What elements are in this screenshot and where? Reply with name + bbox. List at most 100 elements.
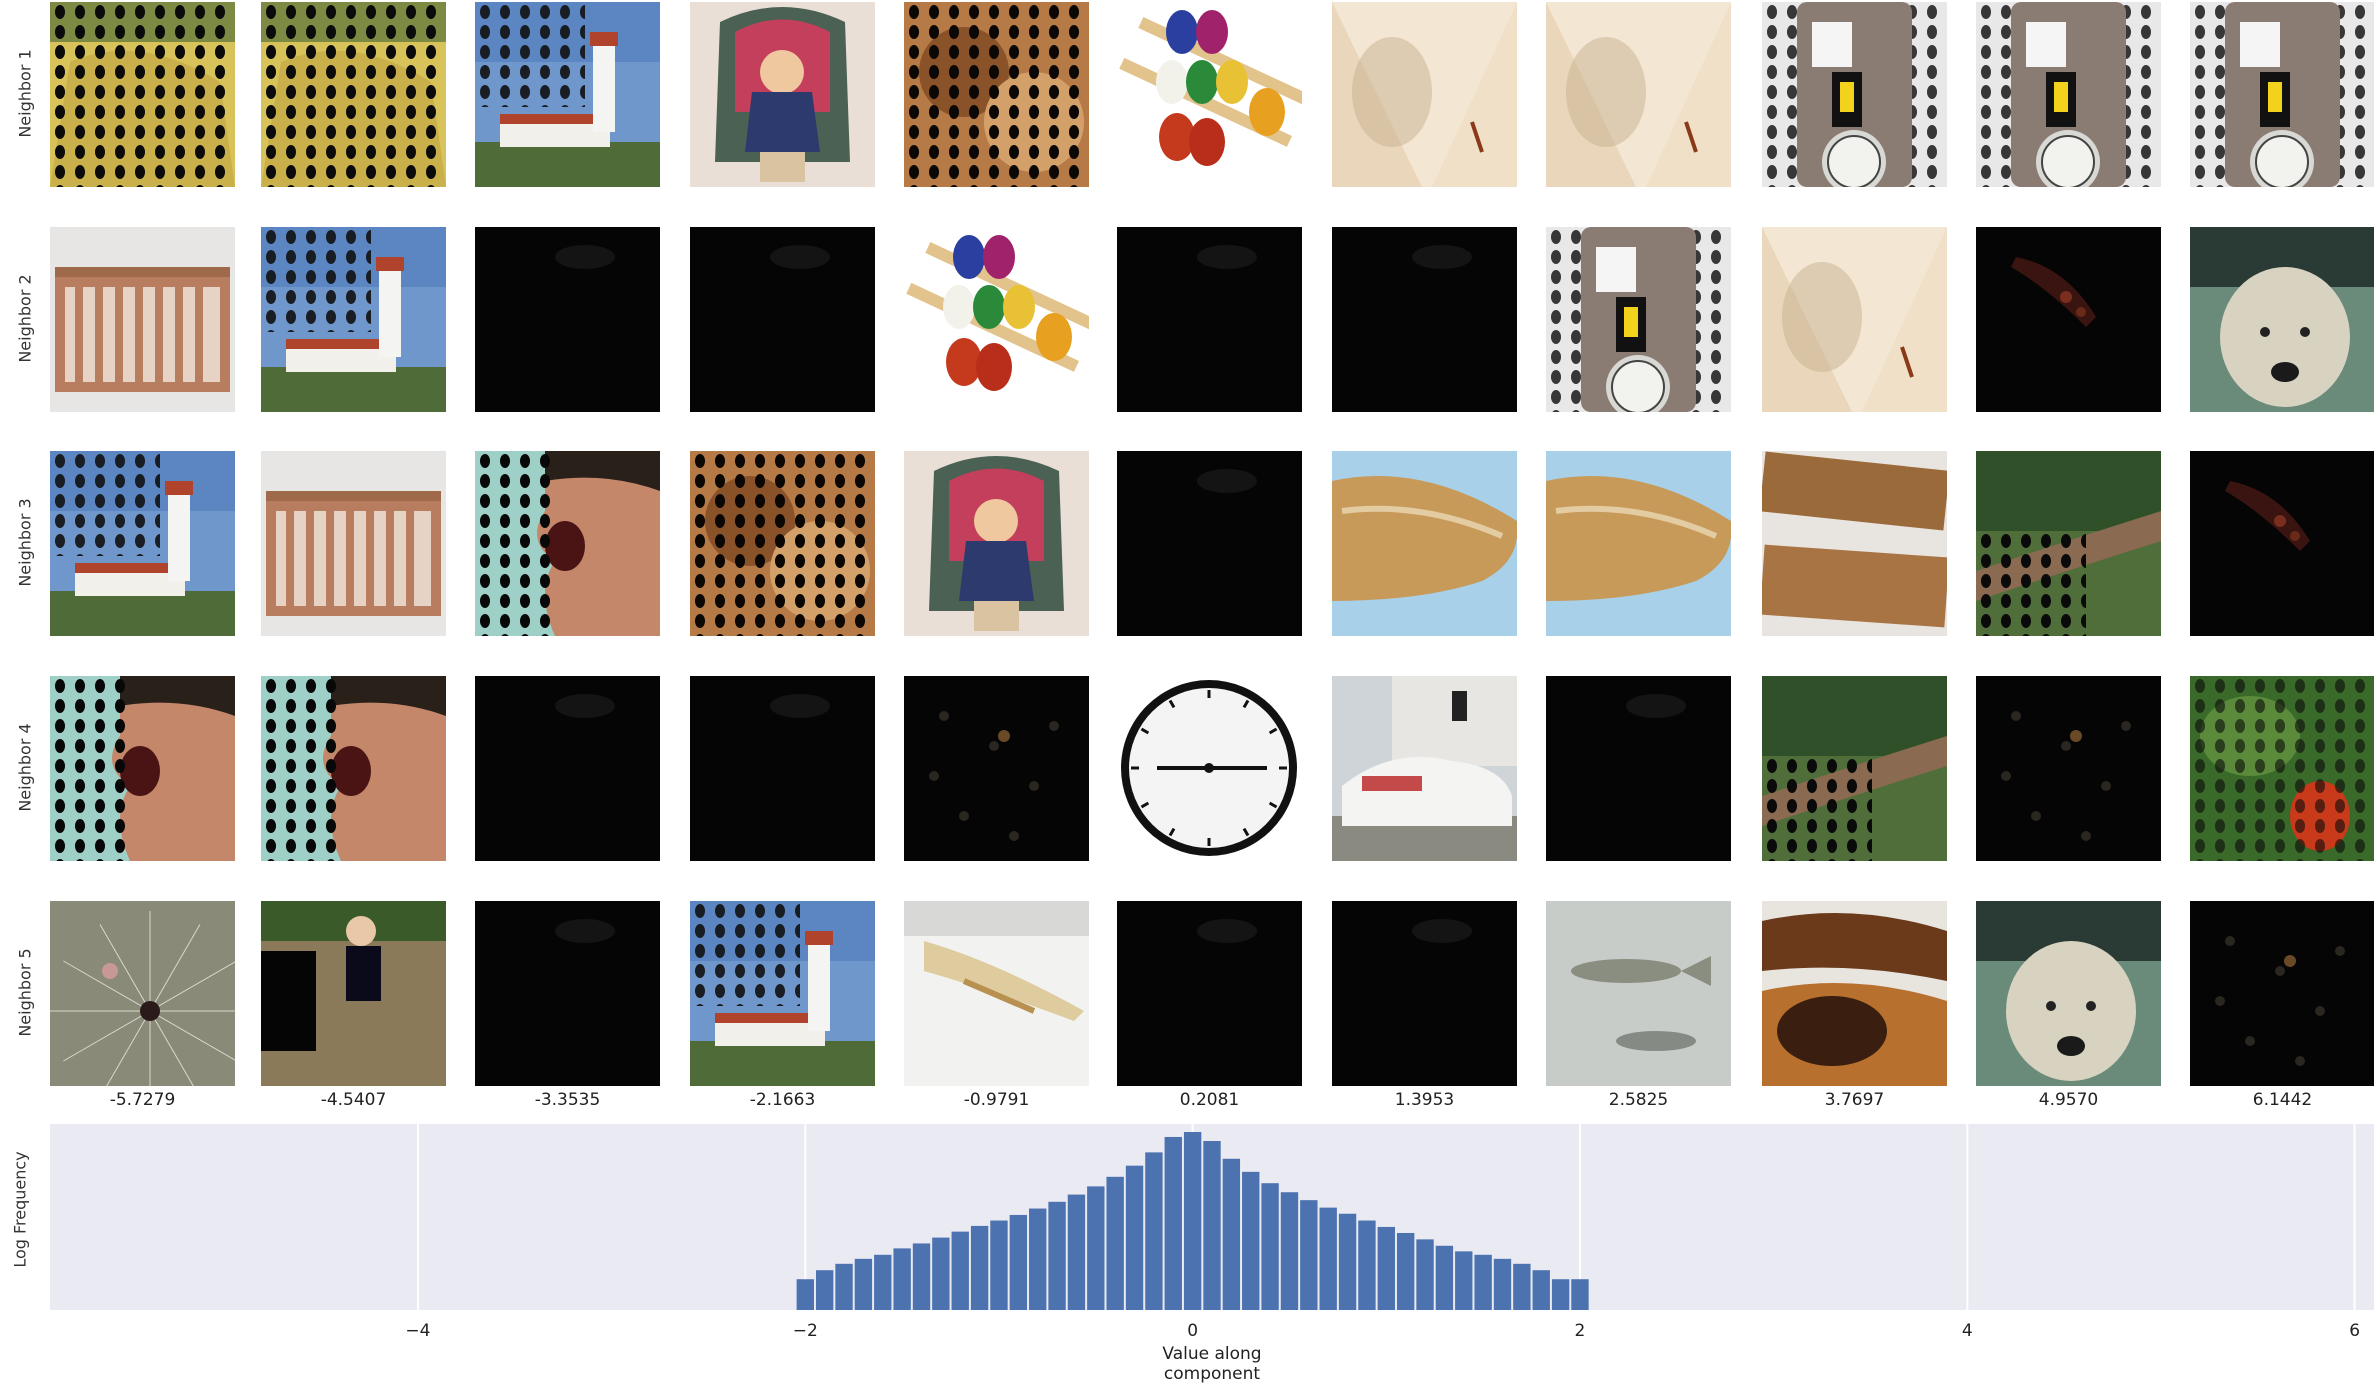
column-value-label: -0.9791 <box>963 1090 1030 1110</box>
histogram-bar <box>1358 1220 1376 1310</box>
histogram-bar <box>1029 1208 1047 1310</box>
thumbnail-light-sheer-fabric <box>1546 2 1731 187</box>
histogram-bar <box>1551 1279 1570 1310</box>
thumbnail-abacus-toy <box>904 227 1089 412</box>
histogram-bar <box>1048 1201 1066 1310</box>
histogram-bar <box>1338 1213 1357 1310</box>
thumbnail-strawberry-plant <box>2190 676 2374 861</box>
thumbnail-open-mouth-face <box>50 676 235 861</box>
thumbnail-open-mouth-face <box>475 451 660 636</box>
histogram-bar <box>912 1243 931 1310</box>
histogram-bar <box>1106 1176 1124 1310</box>
histogram-bar <box>1513 1263 1531 1310</box>
x-tick-label: −2 <box>793 1321 818 1341</box>
thumbnail-dark-image-speckles <box>2190 901 2374 1086</box>
thumbnail-dark-image <box>1332 901 1517 1086</box>
x-tick-label: 0 <box>1187 1321 1198 1341</box>
histogram-bar <box>932 1237 950 1310</box>
histogram-bar <box>1396 1232 1415 1310</box>
histogram-bar <box>1125 1165 1144 1310</box>
histogram-bar <box>835 1263 853 1310</box>
thumbnail-chocolate-tart <box>1762 901 1947 1086</box>
histogram-bar <box>1242 1171 1260 1310</box>
histogram-bar <box>1183 1132 1202 1310</box>
histogram-bar <box>815 1270 834 1310</box>
thumbnail-wooden-crib <box>261 451 446 636</box>
histogram-bar <box>1319 1207 1337 1310</box>
thumbnail-dark-image <box>475 676 660 861</box>
histogram-bar <box>1087 1186 1105 1310</box>
x-tick-label: 4 <box>1962 1321 1973 1341</box>
thumbnail-lighthouse <box>690 901 875 1086</box>
histogram-bar <box>796 1279 814 1310</box>
x-tick-label: 2 <box>1575 1321 1586 1341</box>
thumbnail-parking-meter <box>1762 2 1947 187</box>
column-value-label: 0.2081 <box>1179 1090 1240 1110</box>
histogram-bar <box>990 1220 1008 1310</box>
thumbnail-dark-red-fragments <box>1976 227 2161 412</box>
thumbnail-abacus-toy <box>1117 2 1302 187</box>
thumbnail-open-mouth-face <box>261 676 446 861</box>
x-tick-label: −4 <box>405 1321 430 1341</box>
histogram-bar <box>1261 1183 1279 1310</box>
x-axis-label: Value along component <box>1162 1344 1262 1384</box>
histogram-bar <box>951 1231 969 1310</box>
column-value-label: -2.1663 <box>749 1090 816 1110</box>
row-label-neighbor-1: Neighbor 1 <box>15 49 35 138</box>
row-label-neighbor-4: Neighbor 4 <box>15 723 35 812</box>
thumbnail-dark-image <box>475 227 660 412</box>
histogram-panel: Log Frequency −4 −2 0 2 4 6 Value along compo… <box>0 1100 2374 1384</box>
column-value-label: 1.3953 <box>1394 1090 1455 1110</box>
histogram-bar <box>1455 1251 1473 1310</box>
histogram-bar <box>1416 1239 1434 1310</box>
thumbnail-parking-meter <box>1976 2 2161 187</box>
row-label-neighbor-5: Neighbor 5 <box>15 948 35 1037</box>
histogram-bar <box>1532 1270 1550 1310</box>
column-value-label: 2.5825 <box>1608 1090 1669 1110</box>
histogram-bar <box>1377 1226 1395 1310</box>
x-tick-label: 6 <box>2349 1321 2360 1341</box>
column-value-label: 3.7697 <box>1824 1090 1885 1110</box>
thumbnail-shaggy-dog <box>2190 227 2374 412</box>
thumbnail-toddler-on-floor <box>261 901 446 1086</box>
thumbnail-parking-meter <box>2190 2 2374 187</box>
thumbnail-lacewing-insect <box>904 901 1089 1086</box>
histogram-bar <box>1067 1194 1086 1310</box>
thumbnail-patterned-yellow-image <box>50 2 235 187</box>
thumbnail-lighthouse <box>261 227 446 412</box>
histogram-bar <box>1474 1254 1492 1310</box>
histogram-bar <box>1009 1214 1028 1310</box>
histogram-bar <box>1571 1279 1589 1310</box>
thumbnail-patterned-brown-image <box>690 451 875 636</box>
thumbnail-dark-image <box>1117 451 1302 636</box>
row-label-neighbor-3: Neighbor 3 <box>15 498 35 587</box>
thumbnail-dark-image-speckles <box>1976 676 2161 861</box>
histogram-bar <box>1300 1200 1318 1310</box>
histogram-bar <box>1493 1258 1512 1310</box>
thumbnail-child-on-throne <box>690 2 875 187</box>
histogram-bar <box>1435 1245 1454 1310</box>
thumbnail-dark-image <box>690 676 875 861</box>
column-value-label: 6.1442 <box>2252 1090 2313 1110</box>
thumbnail-shaggy-dog <box>1976 901 2161 1086</box>
histogram-bar <box>854 1258 873 1310</box>
thumbnail-butternut-squash <box>1332 451 1517 636</box>
column-value-label: -5.7279 <box>109 1090 176 1110</box>
histogram-bar <box>1280 1192 1299 1310</box>
thumbnail-dark-image <box>475 901 660 1086</box>
thumbnail-light-sheer-fabric <box>1332 2 1517 187</box>
thumbnail-small-fish <box>1546 901 1731 1086</box>
thumbnail-lighthouse <box>475 2 660 187</box>
thumbnail-butternut-squash <box>1546 451 1731 636</box>
thumbnail-dark-image <box>690 227 875 412</box>
column-value-label: -4.5407 <box>320 1090 387 1110</box>
histogram-bar <box>1145 1152 1163 1310</box>
histogram-bar <box>874 1254 892 1310</box>
histogram-bar <box>1203 1141 1221 1310</box>
thumbnail-wooden-crib <box>50 227 235 412</box>
thumbnail-dark-image-speckles <box>904 676 1089 861</box>
histogram-bar <box>1164 1136 1182 1310</box>
row-label-neighbor-2: Neighbor 2 <box>15 274 35 363</box>
histogram-bar <box>893 1248 911 1310</box>
